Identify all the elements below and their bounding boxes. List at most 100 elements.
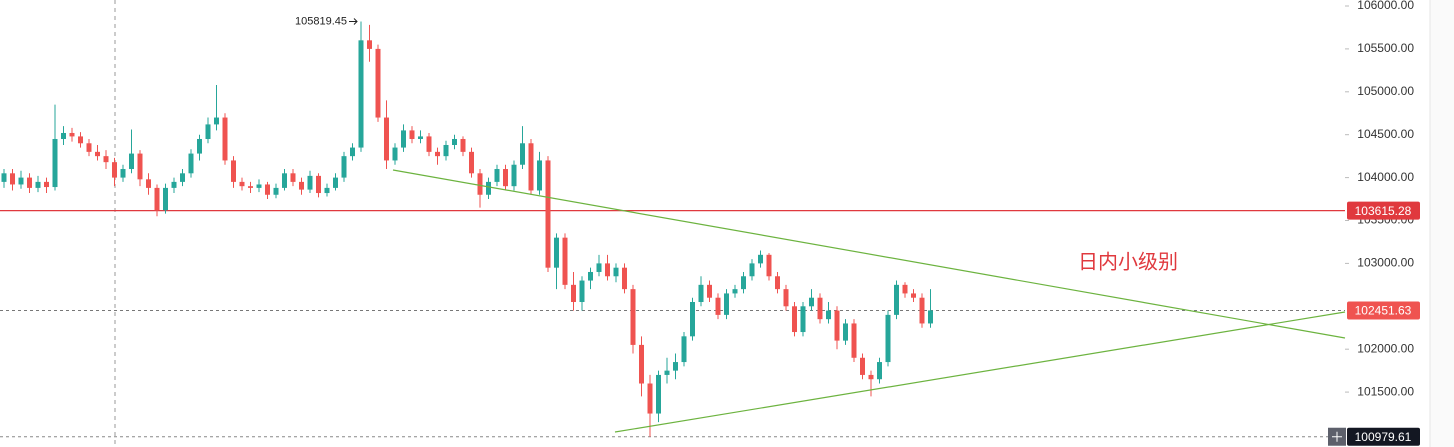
candle-body xyxy=(834,310,840,341)
candle-body xyxy=(443,144,449,157)
candle-body xyxy=(222,117,228,161)
candle-body xyxy=(792,306,797,333)
candle-body xyxy=(95,151,100,157)
candle-body xyxy=(163,187,168,211)
last-price-label: 102451.63 xyxy=(1355,304,1412,318)
candle-body xyxy=(673,362,678,371)
y-tick-label: 105500.00 xyxy=(1357,41,1414,55)
candle-body xyxy=(324,187,330,194)
candle-body xyxy=(664,370,670,375)
candle-body xyxy=(120,169,126,178)
candle-body xyxy=(452,138,457,145)
candle-body xyxy=(358,40,364,148)
y-tick-label: 106000.00 xyxy=(1357,0,1414,12)
candle-body xyxy=(180,173,185,182)
candle-body xyxy=(928,310,933,324)
candle-body xyxy=(146,179,151,188)
candle-body xyxy=(749,263,755,277)
candle-body xyxy=(103,156,109,163)
candle-body xyxy=(78,136,83,144)
candle-body xyxy=(171,181,177,188)
candle-body xyxy=(800,306,806,333)
candle-body xyxy=(656,374,661,414)
candle-body xyxy=(605,263,610,277)
candle-body xyxy=(469,151,474,174)
candle-body xyxy=(766,254,772,277)
candle-body xyxy=(537,160,542,191)
horizontal-line-box xyxy=(1347,201,1420,220)
candle-body xyxy=(341,156,347,178)
candle-body xyxy=(333,177,338,188)
candle-body xyxy=(350,147,355,157)
trendline-lower xyxy=(614,311,1346,433)
y-tick-label: 104000.00 xyxy=(1357,170,1414,184)
candle-body xyxy=(18,177,24,185)
candle-body xyxy=(707,284,712,298)
candle-body xyxy=(460,138,466,152)
candle-body xyxy=(494,169,500,182)
candle-body xyxy=(61,132,66,139)
candle-body xyxy=(418,136,423,139)
candle-body xyxy=(239,181,245,187)
candle-body xyxy=(27,177,32,188)
candle-body xyxy=(69,132,75,137)
candle-body xyxy=(545,160,551,268)
candle-body xyxy=(690,302,695,337)
candle-body xyxy=(409,130,415,139)
crosshair-icon xyxy=(1332,431,1342,442)
candle-body xyxy=(256,184,262,188)
candle-body xyxy=(401,130,406,148)
trendline-upper xyxy=(392,169,1346,339)
y-tick-label: 105000.00 xyxy=(1357,84,1414,98)
candle-body xyxy=(426,136,432,152)
candle-body xyxy=(622,267,627,290)
candle-body xyxy=(384,117,389,161)
low-mark-label: 100979.61 xyxy=(1355,430,1412,444)
candle-body xyxy=(112,162,117,178)
candle-body xyxy=(562,237,568,285)
y-tick-label: 104500.00 xyxy=(1357,127,1414,141)
candle-body xyxy=(775,276,780,290)
candle-body xyxy=(205,124,211,139)
candle-body xyxy=(137,153,143,180)
high-arrow xyxy=(349,18,358,25)
annotation: 日内小级别 xyxy=(1078,250,1178,273)
candle-body xyxy=(503,169,508,187)
candle-body xyxy=(392,147,398,161)
candle-body xyxy=(571,284,576,303)
horizontal-line-label: 103615.28 xyxy=(1355,204,1412,218)
candle-body xyxy=(1,173,7,182)
candle-body xyxy=(154,187,160,211)
candle-body xyxy=(367,40,372,49)
candle-body xyxy=(554,237,559,268)
toolbar xyxy=(1430,0,1454,447)
candle-body xyxy=(129,153,134,170)
y-tick-label: 102000.00 xyxy=(1357,341,1414,355)
candle-body xyxy=(741,276,746,290)
candle-body xyxy=(486,181,491,195)
candle-body xyxy=(307,175,313,190)
candle-body xyxy=(809,297,814,307)
candle-body xyxy=(698,284,704,303)
low-mark-box xyxy=(1347,427,1420,446)
candle-body xyxy=(214,117,219,125)
candle-body xyxy=(902,284,908,294)
candle-body xyxy=(248,186,253,188)
y-tick-label: 103000.00 xyxy=(1357,256,1414,270)
candle-body xyxy=(299,181,304,190)
candle-body xyxy=(52,138,58,188)
candle-body xyxy=(596,263,602,272)
candle-body xyxy=(197,138,202,154)
candle-body xyxy=(877,362,882,380)
candle-body xyxy=(579,280,585,303)
y-tick-label: 101500.00 xyxy=(1357,384,1414,398)
candle-body xyxy=(919,297,925,324)
candle-body xyxy=(851,323,857,358)
candle-body xyxy=(639,344,644,384)
candle-body xyxy=(732,289,738,294)
candle-body xyxy=(681,336,687,363)
candle-body xyxy=(10,173,15,185)
candle-body xyxy=(885,314,891,363)
